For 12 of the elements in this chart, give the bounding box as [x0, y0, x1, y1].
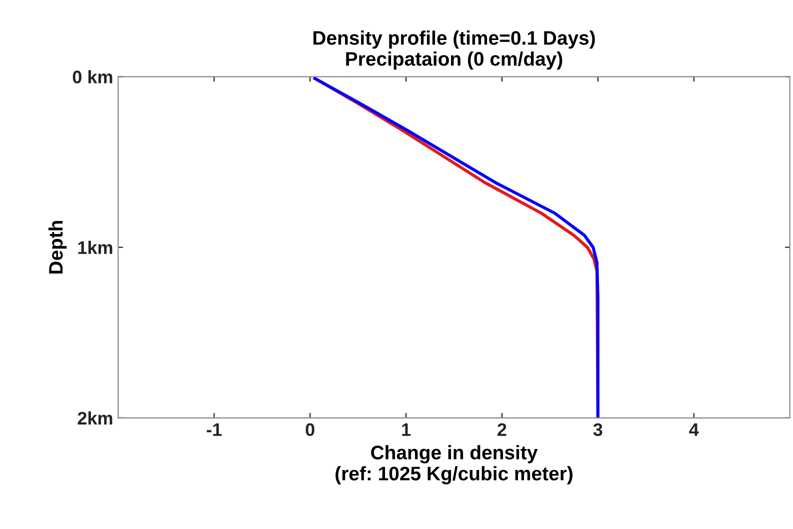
y-tick-label: 1km [78, 240, 112, 254]
x-axis-title: Change in density (ref: 1025 Kg/cubic meter) [336, 445, 572, 484]
x-tick-label: 0 [306, 423, 314, 436]
x-tick-label: 1 [402, 423, 411, 436]
x-tick-label: 3 [593, 423, 602, 436]
y-axis-title: Depth [48, 220, 67, 274]
x-tick-label: 4 [689, 423, 699, 436]
chart-title: Density profile (time=0.1 Days) Precipataion (0 cm/day) [313, 30, 595, 70]
y-tick-label: 2km [78, 411, 112, 424]
x-tick-label: -1 [206, 423, 222, 436]
y-tick-label: 0 km [72, 70, 112, 84]
x-tick-label: 2 [498, 423, 506, 436]
